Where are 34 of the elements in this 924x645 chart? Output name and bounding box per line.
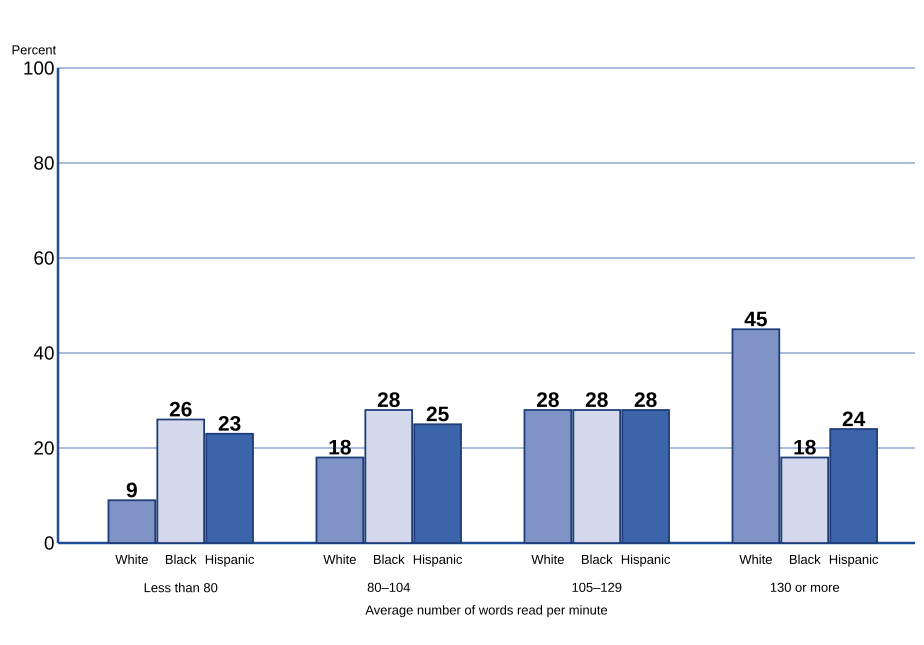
series-label: Hispanic [206, 554, 254, 567]
series-label: Black [166, 554, 197, 564]
y-tick-label: 40 [34, 346, 54, 360]
data-label: 23 [218, 416, 240, 431]
y-tick-label: 60 [34, 251, 54, 265]
data-label: 28 [536, 392, 559, 408]
text: White [739, 554, 772, 564]
x-tick-label: 105–129 [572, 582, 622, 592]
y-tick-label: 100 [24, 61, 54, 75]
data-label: 28 [634, 392, 657, 408]
text: Black [374, 554, 405, 564]
text: Hispanic [414, 554, 462, 567]
x-tick-label: 80–104 [368, 582, 410, 592]
y-tick-label: 0 [44, 536, 54, 550]
data-label: 24 [842, 411, 866, 426]
text: Hispanic [830, 554, 878, 567]
y-tick-label: 20 [34, 441, 54, 455]
text: Black [790, 554, 821, 564]
text: White [323, 554, 356, 564]
x-tick-label: 130 or more [770, 582, 840, 592]
data-label: 28 [378, 392, 400, 408]
data-label: 45 [744, 312, 767, 326]
series-label: White [115, 554, 148, 564]
data-label: 28 [586, 392, 608, 408]
text: Hispanic [622, 554, 670, 567]
text: White [531, 554, 564, 564]
y-tick-label: 80 [34, 156, 54, 170]
x-tick-label: Less than 80 [144, 582, 218, 592]
x-axis-title: Average number of words read per minute [365, 605, 608, 618]
y-axis-title: Percent [12, 45, 56, 54]
text: Black [582, 554, 613, 564]
data-label: 25 [426, 406, 449, 422]
data-label: 26 [170, 402, 192, 417]
data-label: 9 [126, 482, 137, 498]
